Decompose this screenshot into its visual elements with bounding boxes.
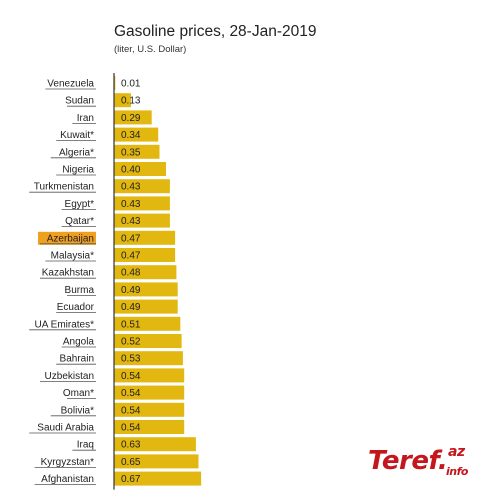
bar <box>114 334 182 348</box>
category-label: Kazakhstan <box>42 268 94 279</box>
highlight-label-background <box>38 231 96 245</box>
value-label: 0.54 <box>121 371 141 382</box>
watermark-logo: Teref. az info <box>368 444 468 478</box>
value-label: 0.13 <box>121 96 141 107</box>
bar <box>114 162 166 176</box>
value-label: 0.53 <box>121 354 141 365</box>
value-label: 0.34 <box>121 130 141 141</box>
category-label: Kuwait* <box>60 130 94 141</box>
category-label: Egypt* <box>65 199 95 210</box>
bar <box>114 230 176 245</box>
category-label: Malaysia* <box>51 251 94 262</box>
value-label: 0.49 <box>121 302 141 313</box>
category-label: Ecuador <box>57 302 95 313</box>
bar <box>114 420 185 434</box>
bar <box>114 402 185 417</box>
bar <box>114 76 116 90</box>
category-label: Algeria* <box>59 147 94 158</box>
bar <box>114 437 196 452</box>
bar <box>114 299 178 314</box>
value-label: 0.43 <box>121 199 141 210</box>
category-label: Afghanistan <box>41 474 94 485</box>
category-label: Bahrain <box>60 354 94 365</box>
bar <box>114 196 170 211</box>
bar <box>114 248 176 262</box>
value-label: 0.49 <box>121 285 141 296</box>
value-label: 0.43 <box>121 182 141 193</box>
bar <box>114 454 199 469</box>
category-label: Angola <box>63 337 95 348</box>
bar <box>114 144 160 159</box>
category-label: Iran <box>77 113 94 124</box>
category-label: Bolivia* <box>61 405 94 416</box>
category-label: Nigeria <box>62 165 94 176</box>
category-label: Venezuela <box>47 79 94 90</box>
category-label: UA Emirates* <box>35 319 95 330</box>
category-label: Turkmenistan <box>34 182 94 193</box>
category-label: Oman* <box>63 388 94 399</box>
bar <box>114 368 185 383</box>
bar <box>114 471 202 486</box>
value-label: 0.54 <box>121 388 141 399</box>
bar <box>114 93 131 108</box>
bar <box>114 282 178 297</box>
value-label: 0.40 <box>121 165 141 176</box>
value-label: 0.54 <box>121 405 141 416</box>
category-label: Burma <box>65 285 95 296</box>
bar <box>114 110 152 125</box>
category-label: Saudi Arabia <box>37 423 94 434</box>
value-label: 0.51 <box>121 319 141 330</box>
value-label: 0.47 <box>121 251 141 262</box>
category-label: Sudan <box>65 96 94 107</box>
value-label: 0.63 <box>121 440 141 451</box>
category-label: Uzbekistan <box>45 371 94 382</box>
value-label: 0.54 <box>121 423 141 434</box>
category-label: Azerbaijan <box>47 233 94 244</box>
watermark-sup: az <box>448 444 465 460</box>
value-label: 0.67 <box>121 474 141 485</box>
value-label: 0.29 <box>121 113 141 124</box>
bar <box>114 385 185 400</box>
chart-title: Gasoline prices, 28-Jan-2019 <box>114 23 317 40</box>
value-label: 0.52 <box>121 337 141 348</box>
value-label: 0.35 <box>121 147 141 158</box>
category-label: Qatar* <box>65 216 94 227</box>
bar <box>114 179 170 194</box>
value-label: 0.65 <box>121 457 141 468</box>
category-label: Kyrgyzstan* <box>41 457 94 468</box>
bar <box>114 265 177 280</box>
bar <box>114 316 181 331</box>
bar <box>114 127 159 142</box>
value-label: 0.47 <box>121 233 141 244</box>
category-label: Iraq <box>77 440 94 451</box>
value-label: 0.01 <box>121 79 141 90</box>
bar <box>114 351 183 366</box>
watermark-main: Teref. <box>368 446 448 476</box>
value-label: 0.48 <box>121 268 141 279</box>
bar <box>114 213 170 228</box>
value-label: 0.43 <box>121 216 141 227</box>
watermark-sub: info <box>446 465 468 478</box>
chart-subtitle: (liter, U.S. Dollar) <box>114 44 187 55</box>
